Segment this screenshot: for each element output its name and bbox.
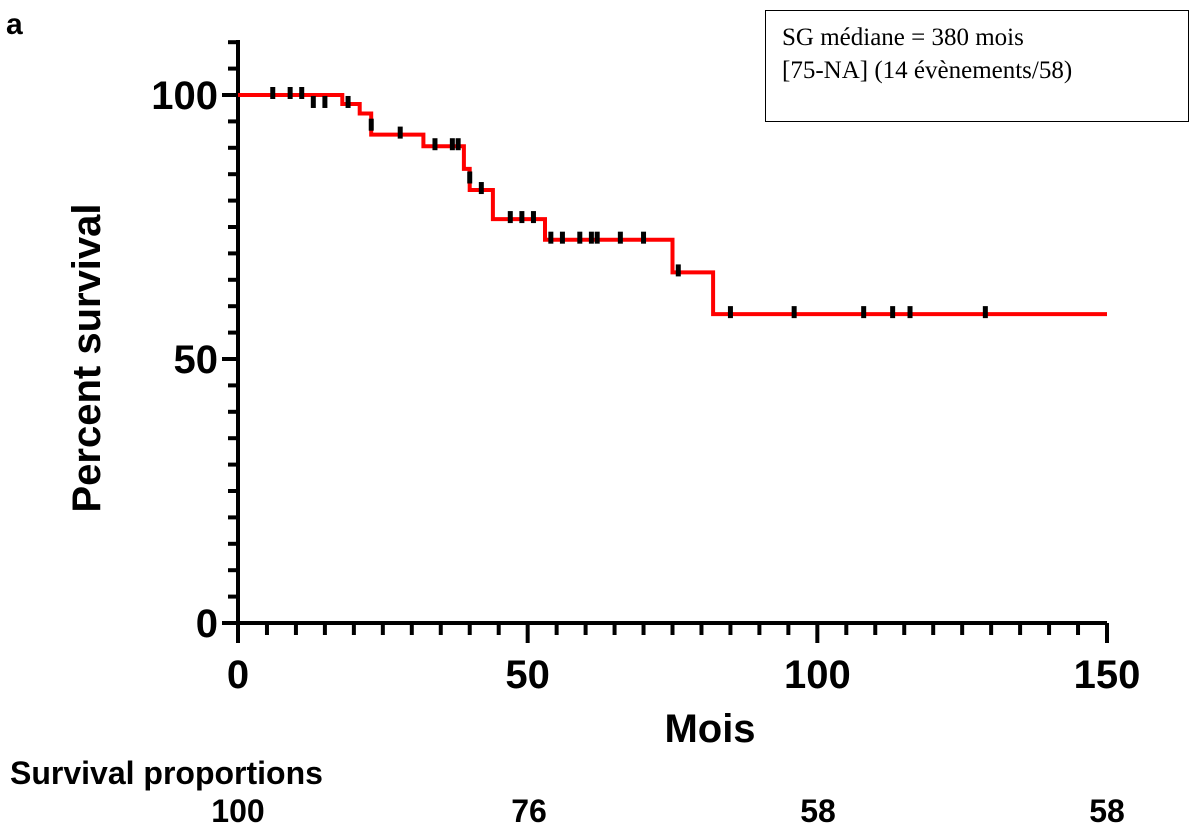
x-tick-label: 0: [227, 653, 249, 697]
y-tick-label: 50: [174, 338, 219, 382]
survival-curve-line: [238, 93, 1107, 317]
survival-proportion-value: 58: [800, 793, 836, 829]
y-tick-label: 0: [196, 602, 218, 646]
annotation-line-2: [75-NA] (14 évènements/58): [782, 57, 1073, 84]
y-tick-label: 100: [151, 74, 218, 118]
panel-label: a: [6, 8, 23, 41]
median-survival-annotation: SG médiane = 380 mois [75-NA] (14 évènem…: [765, 10, 1189, 122]
survival-proportions-title: Survival proportions: [10, 755, 323, 791]
x-axis-title: Mois: [664, 707, 755, 751]
survival-curve-layer: [238, 93, 1107, 317]
annotation-line-1: SG médiane = 380 mois: [782, 24, 1024, 51]
survival-proportion-value: 100: [211, 793, 265, 829]
axes: 0 50 100 0 50 100 150: [151, 40, 1140, 697]
survival-proportion-value: 76: [511, 793, 547, 829]
survival-proportion-value: 58: [1089, 793, 1125, 829]
x-tick-label: 150: [1074, 653, 1141, 697]
censor-marks-layer: [270, 87, 988, 319]
x-tick-label: 100: [784, 653, 851, 697]
x-tick-label: 50: [505, 653, 550, 697]
y-axis-title: Percent survival: [65, 203, 109, 512]
